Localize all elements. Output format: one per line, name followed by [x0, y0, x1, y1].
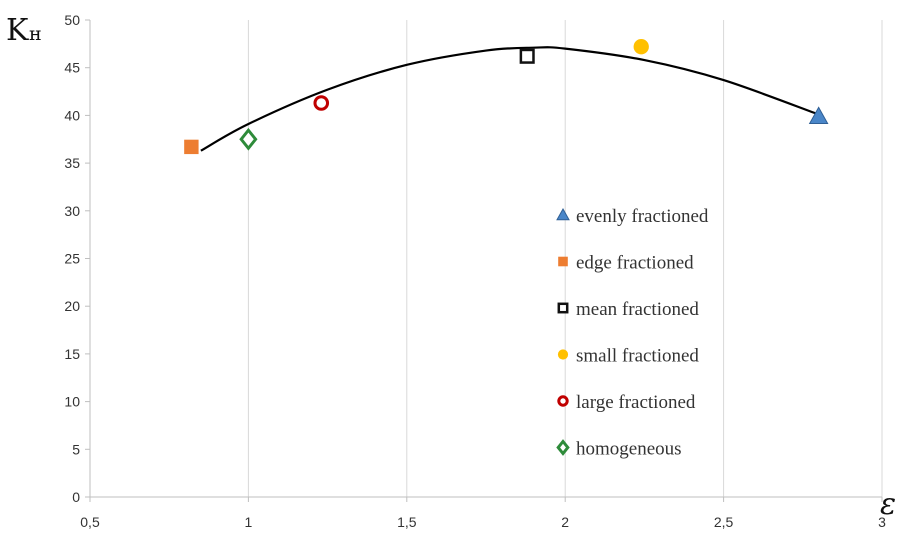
y-tick-label: 25 [64, 251, 80, 267]
y-tick-label: 30 [64, 203, 80, 219]
x-axis-tick-labels: 0,5 1 1,5 2 2,5 3 [80, 514, 886, 530]
legend-marker-evenly-fractioned [556, 207, 570, 221]
y-tick-label: 45 [64, 60, 80, 76]
legend-label-large-fractioned: large fractioned [576, 392, 696, 413]
trendline [200, 46, 820, 152]
data-point-large-fractioned [313, 95, 330, 111]
y-tick-label: 5 [72, 441, 80, 457]
data-point-mean-fractioned [519, 48, 535, 64]
chart-axes [85, 19, 883, 502]
y-tick-label: 10 [64, 394, 80, 410]
y-axis-label-subscript: н [29, 23, 42, 45]
data-points [184, 39, 829, 155]
data-point-edge-fractioned [184, 139, 199, 155]
x-tick-label: 1 [245, 514, 253, 530]
y-tick-label: 20 [64, 298, 80, 314]
y-tick-label: 50 [64, 12, 80, 28]
legend-marker-edge-fractioned [558, 256, 568, 267]
legend-marker-mean-fractioned [557, 302, 569, 314]
y-axis-label: K [6, 13, 29, 48]
x-tick-label: 0,5 [80, 514, 100, 530]
x-tick-label: 2,5 [714, 514, 734, 530]
data-point-small-fractioned [633, 39, 649, 55]
x-tick-label: 3 [878, 514, 886, 530]
legend-marker-large-fractioned [557, 395, 569, 407]
legend-marker-homogeneous [556, 439, 570, 456]
legend-label-edge-fractioned: edge fractioned [576, 253, 694, 274]
legend-label-homogeneous: homogeneous [576, 439, 682, 460]
x-tick-label: 1,5 [397, 514, 417, 530]
legend-marker-small-fractioned [557, 349, 569, 360]
x-tick-label: 2 [561, 514, 569, 530]
data-point-homogeneous [239, 127, 258, 151]
y-axis-tick-labels: 0 5 10 15 20 25 30 35 40 45 50 [64, 12, 80, 505]
legend-label-mean-fractioned: mean fractioned [576, 299, 699, 320]
y-tick-label: 35 [64, 155, 80, 171]
y-tick-label: 40 [64, 107, 80, 123]
x-axis-label: ε [880, 487, 896, 522]
trendline-curve [200, 46, 820, 152]
data-point-evenly-fractioned [808, 106, 829, 125]
legend: evenly fractioned edge fractioned mean fra… [556, 206, 709, 460]
legend-label-small-fractioned: small fractioned [576, 346, 699, 367]
y-tick-label: 15 [64, 346, 80, 362]
y-tick-label: 0 [72, 489, 80, 505]
legend-label-evenly-fractioned: evenly fractioned [576, 206, 709, 227]
